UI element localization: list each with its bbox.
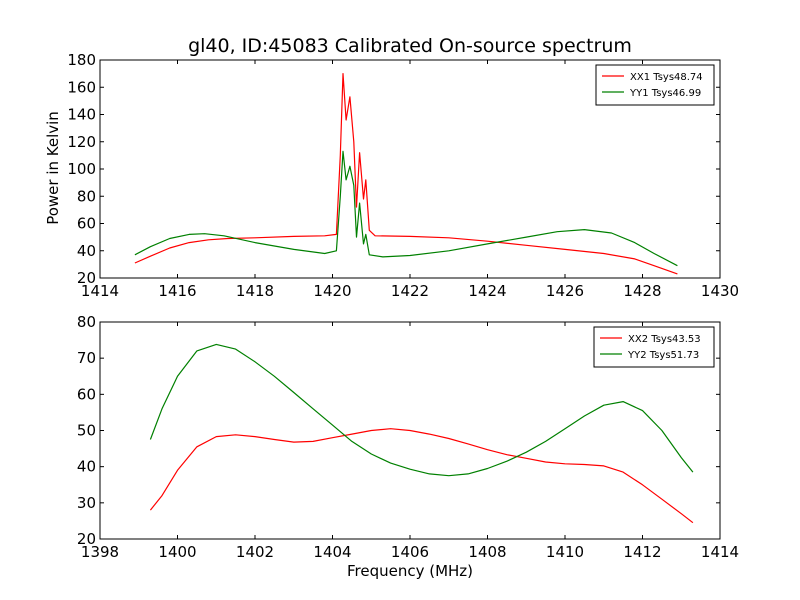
bottom-ticks: 1398 1400 1402 1404 1406 1408 1410 1412 1414 20 30… — [77, 313, 739, 561]
x-tick-label: 1426 — [546, 282, 584, 300]
y-tick-label: 120 — [67, 133, 96, 151]
y-tick-label: 60 — [77, 215, 96, 233]
series-line-yy — [134, 150, 678, 267]
x-tick-label: 1414 — [701, 543, 739, 561]
legend-label: XX1 Tsys48.74 — [630, 72, 703, 83]
y-tick-label: 180 — [67, 51, 96, 69]
legend-label: YY2 Tsys51.73 — [627, 350, 699, 361]
top-series-lines — [134, 72, 678, 275]
y-tick-label: 70 — [77, 349, 96, 367]
x-tick-label: 1408 — [468, 543, 506, 561]
legend-label: XX2 Tsys43.53 — [628, 334, 701, 345]
bottom-subplot: Frequency (MHz) 1398 1400 1402 1404 1406 1408… — [77, 313, 739, 580]
bottom-legend: XX2 Tsys43.53 YY2 Tsys51.73 — [593, 326, 715, 368]
x-tick-label: 1402 — [236, 543, 274, 561]
x-tick-label: 1404 — [313, 543, 351, 561]
y-tick-label: 40 — [77, 458, 96, 476]
y-tick-label: 50 — [77, 422, 96, 440]
x-tick-label: 1428 — [623, 282, 661, 300]
y-tick-label: 20 — [77, 530, 96, 548]
bottom-series-lines — [149, 343, 694, 524]
x-tick-label: 1414 — [81, 282, 119, 300]
y-tick-label: 40 — [77, 242, 96, 260]
series-line-yy — [149, 343, 694, 477]
legend-label: YY1 Tsys46.99 — [629, 88, 701, 99]
legend-box — [593, 326, 715, 368]
top-legend: XX1 Tsys48.74 YY1 Tsys46.99 — [595, 64, 715, 106]
y-tick-label: 80 — [77, 187, 96, 205]
legend-box — [595, 64, 715, 106]
x-tick-label: 1418 — [236, 282, 274, 300]
x-tick-label: 1412 — [623, 543, 661, 561]
x-tick-label: 1398 — [81, 543, 119, 561]
x-tick-label: 1416 — [158, 282, 196, 300]
top-y-axis-label: Power in Kelvin — [44, 111, 62, 225]
y-tick-label: 160 — [67, 78, 96, 96]
series-line-xx — [134, 72, 678, 275]
x-tick-label: 1420 — [313, 282, 351, 300]
y-tick-label: 30 — [77, 494, 96, 512]
top-chart-title: gl40, ID:45083 Calibrated On-source spec… — [188, 35, 632, 57]
x-tick-label: 1422 — [391, 282, 429, 300]
x-tick-label: 1406 — [391, 543, 429, 561]
x-tick-label: 1424 — [468, 282, 506, 300]
y-tick-label: 140 — [67, 106, 96, 124]
bottom-x-axis-label: Frequency (MHz) — [347, 562, 473, 580]
y-tick-label: 20 — [77, 269, 96, 287]
y-tick-label: 80 — [77, 313, 96, 331]
top-ticks: 1414 1416 1418 1420 1422 1424 1426 1428 1430 20 40… — [67, 51, 739, 300]
x-tick-label: 1410 — [546, 543, 584, 561]
top-subplot: gl40, ID:45083 Calibrated On-source spec… — [44, 35, 739, 300]
x-tick-label: 1430 — [701, 282, 739, 300]
y-tick-label: 60 — [77, 385, 96, 403]
series-line-xx — [149, 428, 694, 524]
y-tick-label: 100 — [67, 160, 96, 178]
x-tick-label: 1400 — [158, 543, 196, 561]
